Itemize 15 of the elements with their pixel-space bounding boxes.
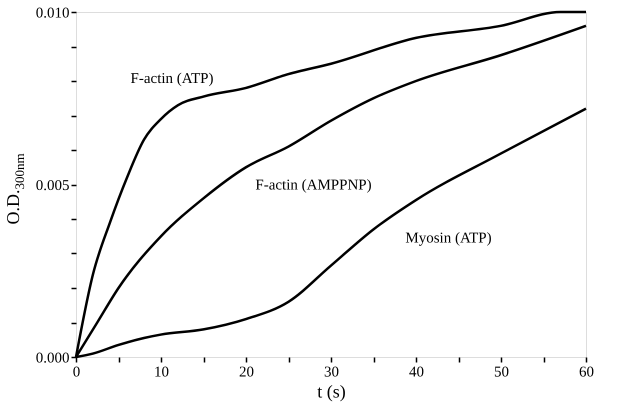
y-axis-title: O.D.300nm [3,153,27,224]
y-tick-label: 0.000 [36,350,70,366]
annotation: F-actin (AMPPNP) [255,178,372,194]
x-tick-label: 10 [154,364,169,380]
x-tick-label: 60 [579,364,594,380]
x-tick-label: 0 [72,364,80,380]
x-axis-title: t (s) [317,382,346,402]
y-tick-label: 0.010 [36,6,70,22]
x-tick-label: 20 [239,364,254,380]
x-tick-label: 40 [409,364,424,380]
annotation: F-actin (ATP) [130,70,214,87]
x-tick-label: 30 [324,364,339,380]
annotation: Myosin (ATP) [405,230,492,246]
x-tick-label: 50 [494,364,509,380]
y-tick-label: 0.005 [36,178,70,194]
